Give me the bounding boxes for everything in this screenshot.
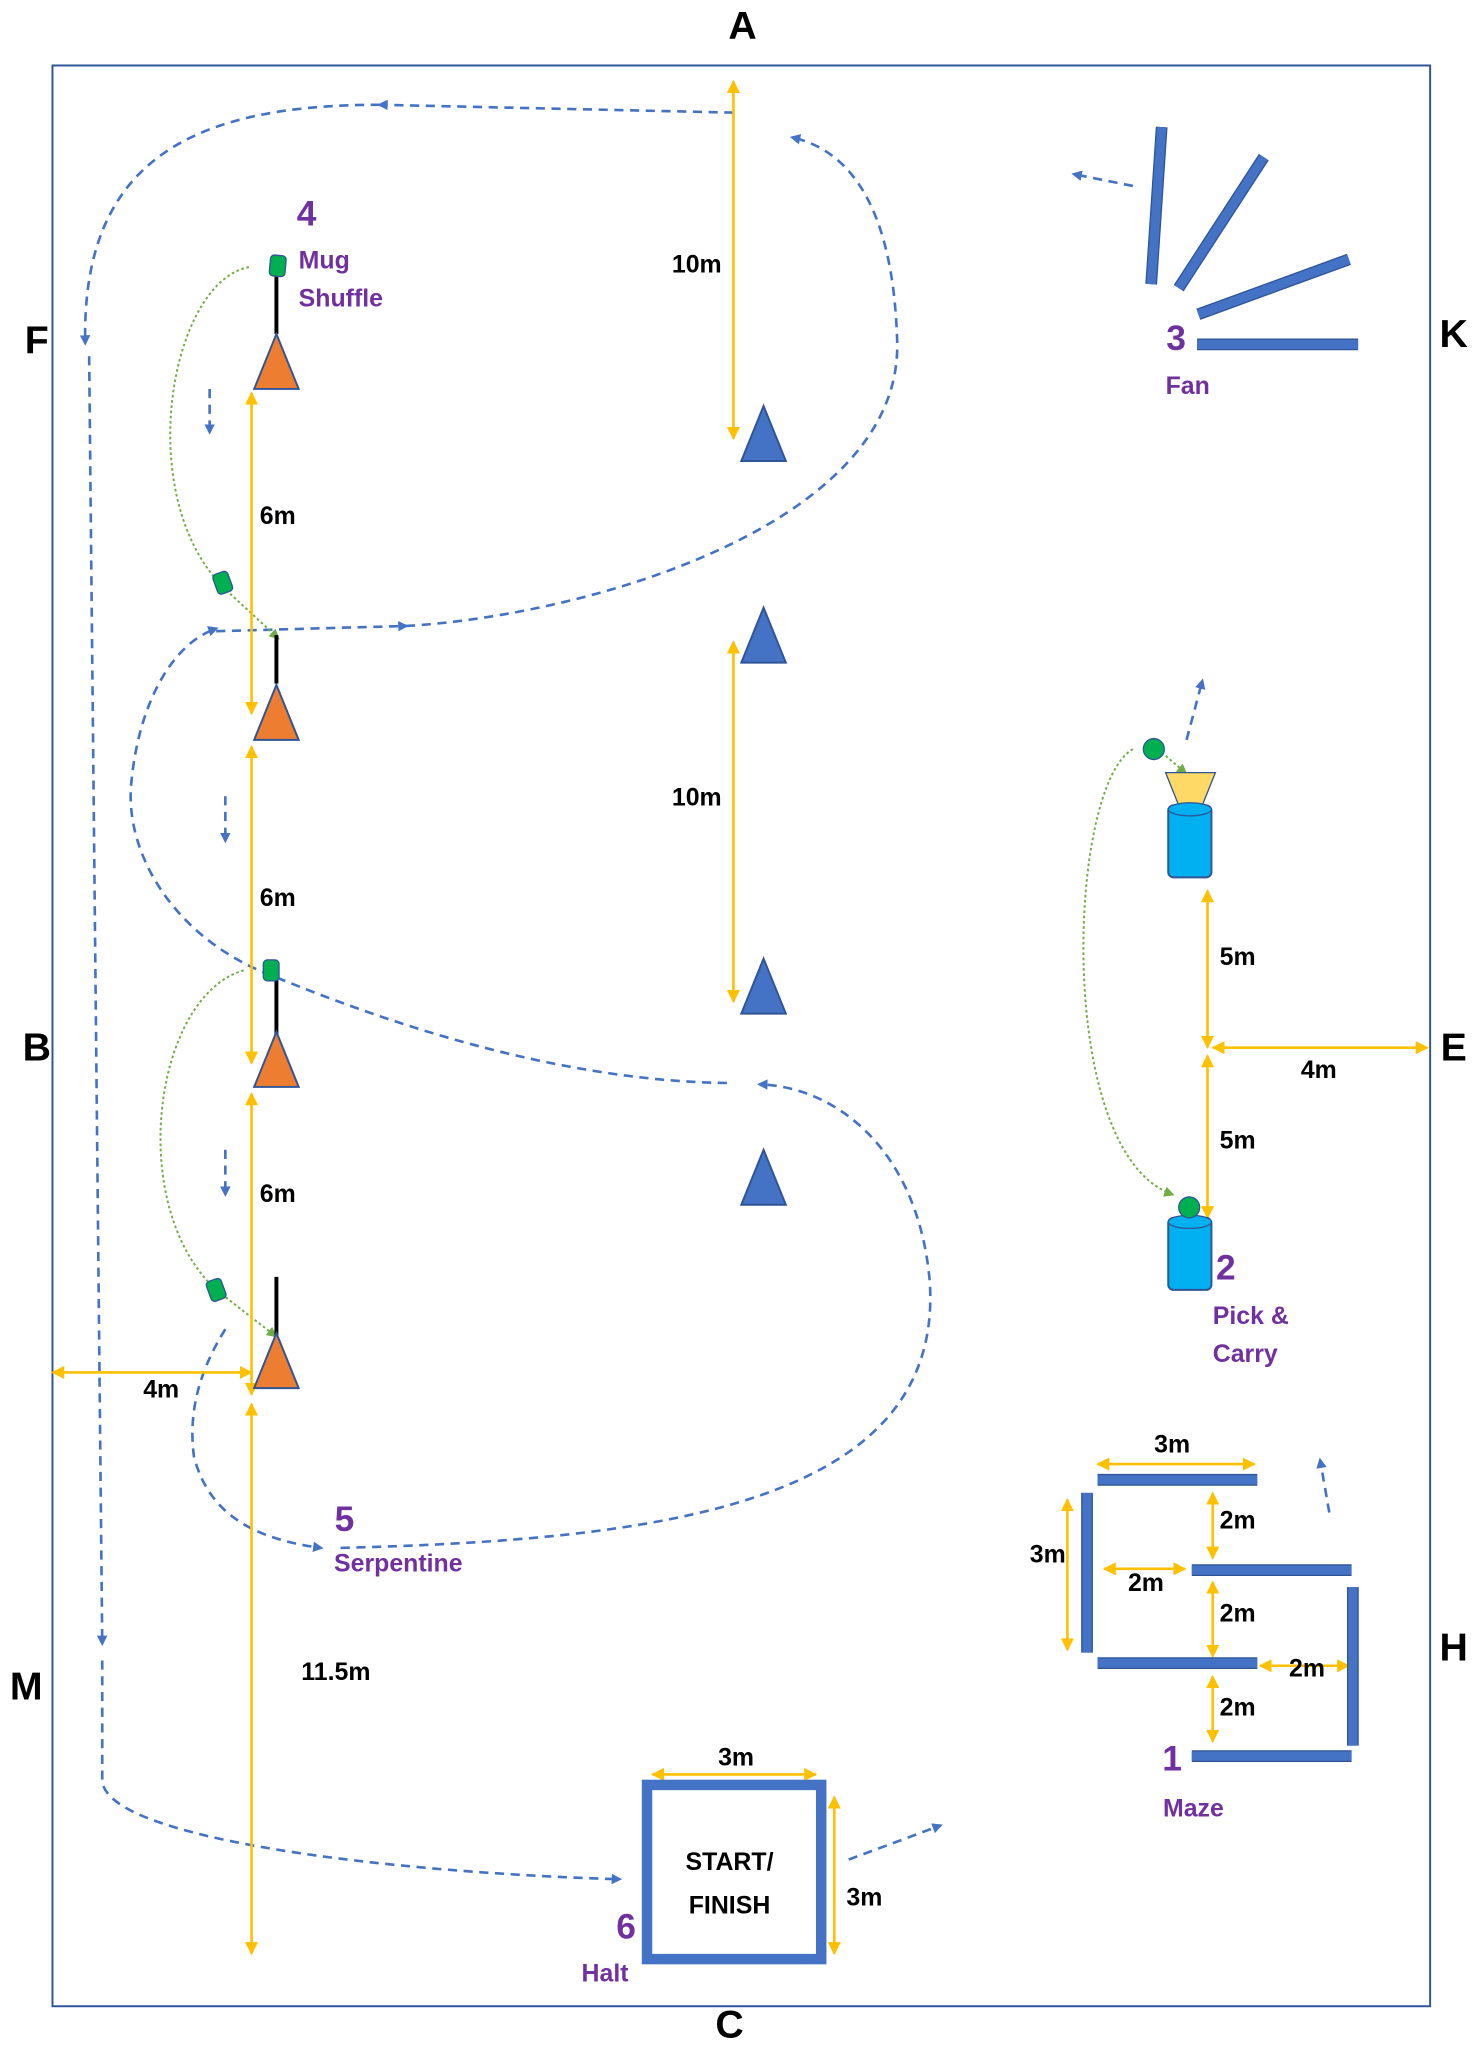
- route-arrow: [848, 1823, 943, 1861]
- station-number: 3: [1166, 319, 1186, 358]
- orange-cone: [252, 682, 301, 741]
- station-number: 2: [1216, 1249, 1236, 1288]
- object-path: [1082, 748, 1175, 1197]
- arena-marker: B: [23, 1026, 51, 1070]
- distance-label: 2m: [1220, 1599, 1256, 1627]
- distance-label: 6m: [260, 1180, 296, 1208]
- arena-marker: C: [715, 2003, 743, 2047]
- blue-cone: [739, 955, 788, 1015]
- bar: [1196, 254, 1351, 319]
- arena-marker: E: [1441, 1026, 1467, 1070]
- arena-marker: M: [10, 1665, 43, 1709]
- distance-label: 10m: [672, 250, 722, 278]
- distance-label: 2m: [1220, 1694, 1256, 1722]
- bar: [1174, 154, 1268, 291]
- station-name: Carry: [1213, 1340, 1278, 1368]
- route-arrow: [100, 1660, 623, 1885]
- ball: [1142, 737, 1165, 761]
- route-arrow: [405, 134, 899, 628]
- station-name: Fan: [1166, 372, 1210, 400]
- route-arrow: [87, 356, 108, 1647]
- distance-label: 10m: [672, 783, 722, 811]
- bucket-rim: [1167, 802, 1213, 817]
- arena-marker: H: [1440, 1625, 1468, 1669]
- route-arrow: [191, 1328, 324, 1553]
- station-name: Shuffle: [299, 284, 383, 312]
- mug: [262, 959, 280, 982]
- blue-cone: [739, 1147, 788, 1206]
- station-name: Pick &: [1213, 1302, 1289, 1330]
- start-label: START/: [686, 1848, 774, 1876]
- route-arrow: [1316, 1457, 1331, 1513]
- distance-label: 5m: [1220, 1127, 1256, 1155]
- route-arrow: [340, 1079, 932, 1550]
- mug: [212, 570, 234, 595]
- distance-label: 3m: [1154, 1430, 1190, 1458]
- distance-label: 3m: [846, 1883, 882, 1911]
- distance-label: 6m: [260, 884, 296, 912]
- orange-cone: [252, 1330, 301, 1390]
- blue-cone: [739, 605, 788, 664]
- distance-label: 4m: [143, 1375, 179, 1403]
- arena-marker: F: [25, 318, 49, 362]
- arena-marker: K: [1440, 312, 1468, 356]
- distance-label: 5m: [1220, 943, 1256, 971]
- distance-label: 11.5m: [301, 1658, 370, 1686]
- station-number: 5: [335, 1500, 355, 1539]
- distance-label: 3m: [718, 1743, 754, 1771]
- arena-marker: A: [728, 4, 756, 48]
- distance-label: 3m: [1030, 1540, 1066, 1568]
- station-name: Maze: [1163, 1794, 1224, 1822]
- start-box: [641, 1779, 827, 1965]
- distance-label: 6m: [260, 502, 296, 530]
- route-arrow: [79, 103, 380, 346]
- route-arrow: [377, 99, 734, 114]
- orange-cone: [252, 331, 301, 390]
- station-name: Mug: [299, 246, 350, 274]
- distance-label: 2m: [1220, 1506, 1256, 1534]
- arena-border: [51, 64, 1432, 2008]
- blue-cone: [739, 403, 788, 462]
- station-name: Halt: [582, 1959, 629, 1987]
- station-number: 1: [1162, 1740, 1182, 1779]
- distance-label: 2m: [1128, 1569, 1164, 1597]
- mug: [268, 254, 287, 278]
- orange-cone: [252, 1029, 301, 1088]
- start-label: FINISH: [689, 1891, 771, 1919]
- mug: [205, 1277, 227, 1302]
- route-arrow: [1185, 678, 1206, 741]
- route-arrow: [1071, 170, 1134, 188]
- bar: [1146, 126, 1167, 285]
- distance-label: 4m: [1301, 1056, 1337, 1084]
- route-arrow: [216, 620, 409, 633]
- distance-label: 2m: [1289, 1654, 1325, 1682]
- route-arrow: [129, 626, 727, 1085]
- funnel: [1164, 771, 1217, 807]
- station-number: 4: [297, 194, 317, 233]
- station-name: Serpentine: [334, 1549, 463, 1577]
- ball: [1178, 1196, 1201, 1219]
- station-number: 6: [616, 1907, 636, 1946]
